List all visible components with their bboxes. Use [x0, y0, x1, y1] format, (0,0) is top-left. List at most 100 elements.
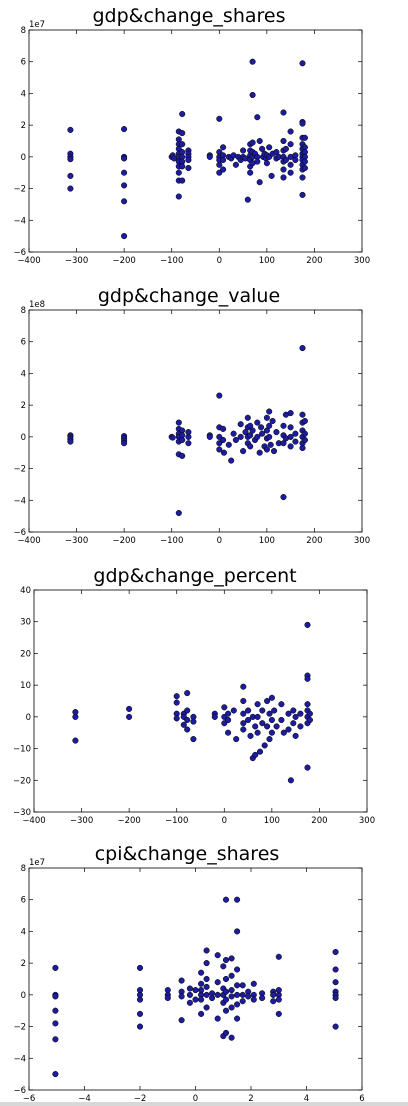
scatter-point: [240, 726, 247, 733]
scatter-point: [230, 707, 237, 714]
scatter-point: [252, 751, 259, 758]
x-axis: −400 −300 −200 −100 0 100 200 300: [22, 590, 375, 826]
scatter-point: [178, 993, 185, 1000]
scatter-point: [234, 896, 241, 903]
scatter-point: [266, 408, 273, 415]
scatter-point: [270, 448, 278, 455]
scatter-point: [203, 975, 210, 983]
scatter-point: [211, 713, 218, 720]
x-tick-label: −400: [17, 256, 40, 266]
scatter-point: [186, 999, 193, 1006]
scatter-point: [278, 701, 285, 708]
scatter-point: [254, 114, 261, 121]
scatter-point: [164, 994, 171, 1002]
scatter-point: [270, 991, 277, 998]
scatter-point: [175, 419, 182, 426]
scatter-point: [332, 979, 339, 986]
x-tick-label: −200: [112, 256, 135, 266]
x-tick-label: −4: [78, 1094, 91, 1104]
scatter-point: [301, 430, 308, 437]
scatter-point: [198, 969, 205, 976]
x-tick-label: 0: [217, 256, 222, 266]
y-tick-label: −10: [13, 745, 31, 755]
scatter-point: [121, 126, 128, 133]
scatter-point: [287, 424, 294, 431]
scatter-point: [299, 174, 306, 181]
scatter-point: [266, 144, 273, 151]
scatter-point: [266, 433, 273, 440]
scatter-point: [234, 1015, 241, 1022]
scatter-point: [184, 726, 191, 733]
scatter-point: [178, 977, 185, 984]
scatter-point: [190, 736, 197, 743]
scatter-point: [184, 707, 191, 714]
scatter-point: [287, 443, 294, 450]
scatter-point: [184, 690, 191, 697]
x-tick-label: 300: [354, 256, 370, 266]
y-tick-label: −6: [13, 1086, 26, 1096]
scatter-point: [185, 440, 192, 447]
y-tick-label: 2: [21, 401, 26, 411]
scatter-point: [175, 169, 182, 176]
y-tick-label: 0: [21, 153, 26, 163]
scatter-point: [249, 91, 256, 99]
x-tick-label: 300: [354, 536, 370, 546]
scatter-point: [254, 729, 261, 736]
scatter-point: [67, 172, 74, 179]
scatter-point: [239, 998, 246, 1005]
y-tick-label: 0: [21, 991, 26, 1001]
scatter-point: [216, 161, 223, 168]
x-tick-label: 100: [264, 816, 280, 826]
chart-title: gdp&change_shares: [93, 5, 286, 27]
y-tick-label: 2: [21, 959, 26, 969]
scatter-point: [169, 434, 176, 441]
scatter-point: [121, 169, 128, 176]
scatter-point: [287, 141, 294, 148]
data-points: [67, 58, 308, 240]
scatter-point: [240, 147, 247, 154]
scatter-point: [198, 1010, 205, 1017]
y-tick-label: −4: [13, 1054, 26, 1064]
y-tick-label: 4: [21, 369, 26, 379]
data-points: [72, 621, 313, 784]
scatter-point: [228, 955, 235, 962]
scatter-point: [232, 161, 239, 168]
scatter-point: [228, 987, 235, 994]
scatter-point: [228, 993, 235, 1000]
scatter-point: [280, 422, 287, 429]
scatter-point: [220, 425, 227, 432]
scatter-point: [282, 156, 289, 164]
scatter-point: [247, 422, 254, 429]
data-points: [67, 345, 308, 517]
scatter-point: [249, 139, 256, 146]
scatter-point: [178, 1017, 185, 1024]
x-tick-label: 200: [306, 536, 322, 546]
scatter-point: [121, 198, 128, 205]
scatter-point: [332, 966, 339, 973]
x-tick-label: −300: [70, 816, 93, 826]
scatter-point: [247, 443, 254, 450]
scatter-point: [332, 948, 339, 956]
scatter-point: [198, 996, 205, 1003]
scatter-point: [306, 710, 313, 717]
y-tick-label: 0: [21, 433, 26, 443]
scatter-point: [287, 410, 294, 417]
y-axis: −6 −4 −2 0 2 4 6 8: [13, 26, 362, 258]
scatter-point: [282, 145, 289, 152]
x-tick-label: 0: [222, 816, 227, 826]
scatter-point: [230, 430, 237, 437]
scatter-point: [267, 441, 274, 448]
scatter-point: [192, 987, 199, 994]
scatter-point: [179, 177, 186, 184]
scatter-point: [214, 979, 221, 986]
scatter-point: [234, 966, 241, 973]
scatter-point: [256, 748, 264, 755]
scatter-point: [273, 149, 280, 156]
scatter-point: [67, 438, 74, 445]
scatter-point: [216, 392, 223, 399]
y-tick-label: −2: [13, 185, 26, 195]
y-tick-label: −2: [13, 1023, 26, 1033]
scatter-point: [180, 721, 187, 728]
y-tick-label: 4: [21, 89, 26, 99]
scatter-point: [280, 729, 287, 736]
